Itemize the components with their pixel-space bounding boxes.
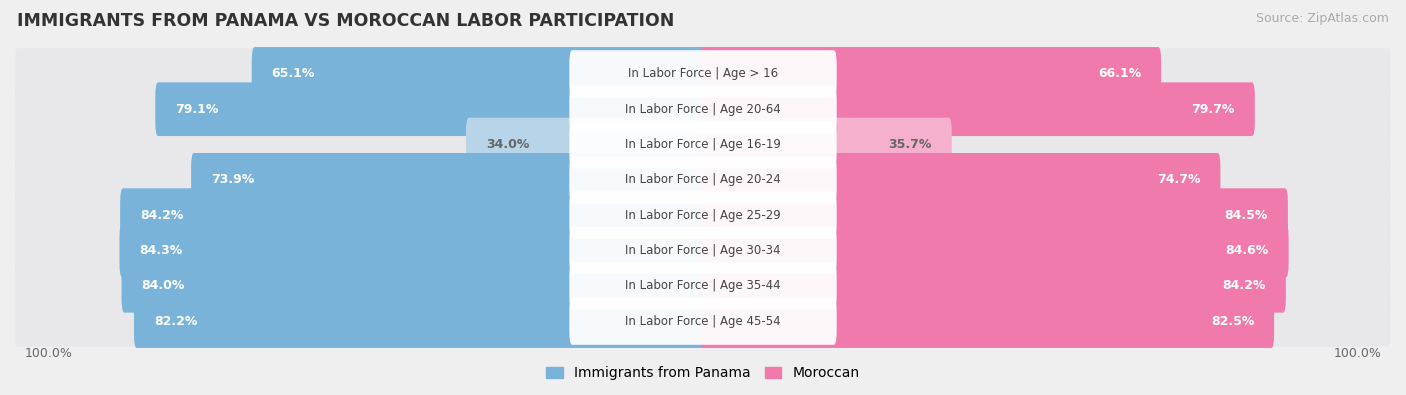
Text: 84.2%: 84.2% xyxy=(141,209,184,222)
Text: In Labor Force | Age 20-64: In Labor Force | Age 20-64 xyxy=(626,103,780,116)
FancyBboxPatch shape xyxy=(569,227,837,274)
FancyBboxPatch shape xyxy=(15,119,1391,170)
FancyBboxPatch shape xyxy=(569,192,837,239)
FancyBboxPatch shape xyxy=(15,295,1391,347)
Text: 84.6%: 84.6% xyxy=(1226,244,1268,257)
FancyBboxPatch shape xyxy=(15,48,1391,100)
FancyBboxPatch shape xyxy=(15,84,1391,135)
Text: In Labor Force | Age 35-44: In Labor Force | Age 35-44 xyxy=(626,279,780,292)
Legend: Immigrants from Panama, Moroccan: Immigrants from Panama, Moroccan xyxy=(541,361,865,386)
FancyBboxPatch shape xyxy=(700,118,952,171)
FancyBboxPatch shape xyxy=(134,294,706,348)
FancyBboxPatch shape xyxy=(700,153,1220,207)
Text: 74.7%: 74.7% xyxy=(1157,173,1201,186)
FancyBboxPatch shape xyxy=(15,154,1391,205)
Text: 100.0%: 100.0% xyxy=(24,346,72,359)
FancyBboxPatch shape xyxy=(120,224,706,277)
FancyBboxPatch shape xyxy=(569,156,837,203)
FancyBboxPatch shape xyxy=(15,190,1391,241)
Text: In Labor Force | Age 30-34: In Labor Force | Age 30-34 xyxy=(626,244,780,257)
Text: 84.3%: 84.3% xyxy=(139,244,183,257)
Text: In Labor Force | Age 25-29: In Labor Force | Age 25-29 xyxy=(626,209,780,222)
Text: 100.0%: 100.0% xyxy=(1334,346,1382,359)
Text: 82.2%: 82.2% xyxy=(153,314,197,327)
Text: 66.1%: 66.1% xyxy=(1098,68,1142,81)
Text: 34.0%: 34.0% xyxy=(486,138,529,151)
Text: 65.1%: 65.1% xyxy=(271,68,315,81)
FancyBboxPatch shape xyxy=(191,153,706,207)
Text: In Labor Force | Age 16-19: In Labor Force | Age 16-19 xyxy=(626,138,780,151)
FancyBboxPatch shape xyxy=(569,50,837,98)
Text: In Labor Force | Age > 16: In Labor Force | Age > 16 xyxy=(628,68,778,81)
FancyBboxPatch shape xyxy=(155,83,706,136)
FancyBboxPatch shape xyxy=(700,224,1289,277)
FancyBboxPatch shape xyxy=(700,83,1254,136)
FancyBboxPatch shape xyxy=(700,259,1286,312)
Text: In Labor Force | Age 20-24: In Labor Force | Age 20-24 xyxy=(626,173,780,186)
FancyBboxPatch shape xyxy=(465,118,706,171)
FancyBboxPatch shape xyxy=(569,121,837,168)
Text: 84.2%: 84.2% xyxy=(1222,279,1265,292)
Text: 82.5%: 82.5% xyxy=(1211,314,1254,327)
Text: IMMIGRANTS FROM PANAMA VS MOROCCAN LABOR PARTICIPATION: IMMIGRANTS FROM PANAMA VS MOROCCAN LABOR… xyxy=(17,12,675,30)
Text: 84.0%: 84.0% xyxy=(142,279,184,292)
Text: In Labor Force | Age 45-54: In Labor Force | Age 45-54 xyxy=(626,314,780,327)
Text: Source: ZipAtlas.com: Source: ZipAtlas.com xyxy=(1256,12,1389,25)
FancyBboxPatch shape xyxy=(569,297,837,345)
Text: 79.7%: 79.7% xyxy=(1191,103,1234,116)
FancyBboxPatch shape xyxy=(700,294,1274,348)
Text: 84.5%: 84.5% xyxy=(1225,209,1268,222)
Text: 73.9%: 73.9% xyxy=(211,173,254,186)
FancyBboxPatch shape xyxy=(15,225,1391,276)
FancyBboxPatch shape xyxy=(120,188,706,242)
FancyBboxPatch shape xyxy=(15,260,1391,311)
FancyBboxPatch shape xyxy=(121,259,706,312)
Text: 35.7%: 35.7% xyxy=(889,138,932,151)
FancyBboxPatch shape xyxy=(569,262,837,309)
FancyBboxPatch shape xyxy=(252,47,706,101)
FancyBboxPatch shape xyxy=(700,188,1288,242)
Text: 79.1%: 79.1% xyxy=(176,103,219,116)
FancyBboxPatch shape xyxy=(700,47,1161,101)
FancyBboxPatch shape xyxy=(569,86,837,133)
